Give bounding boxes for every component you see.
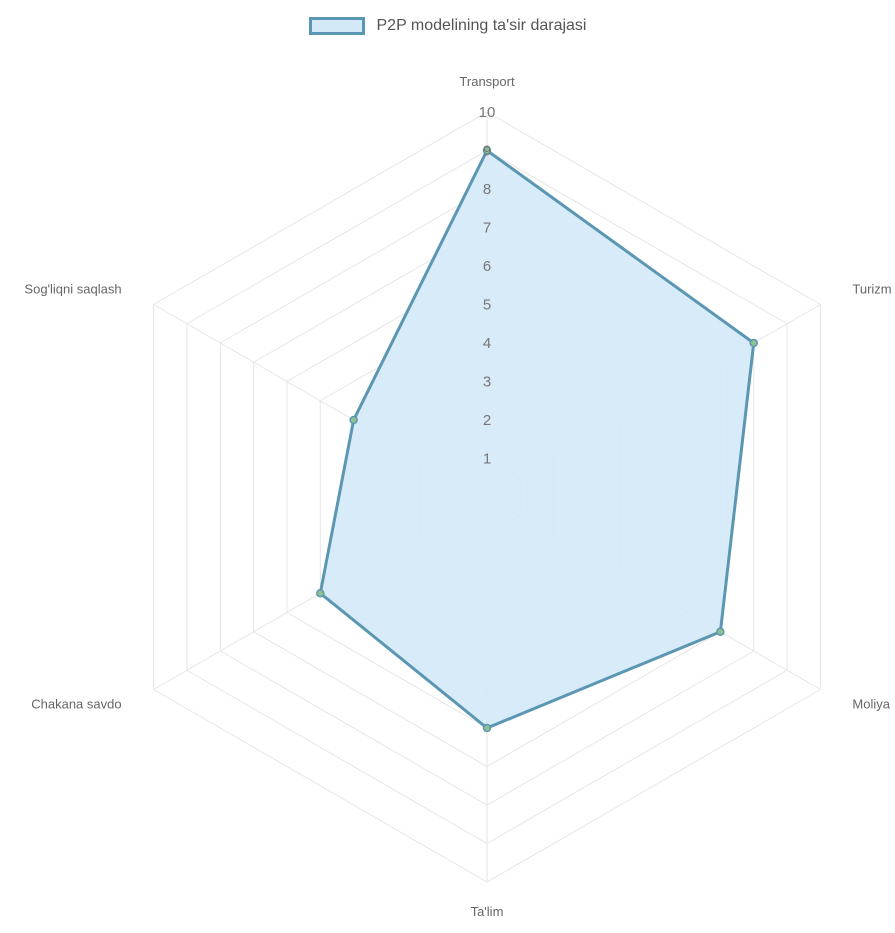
tick-label: 2 (483, 412, 491, 429)
axis-label: Transport (459, 74, 515, 89)
legend[interactable]: P2P modelining ta'sir darajasi (0, 10, 895, 42)
axis-label: Ta'lim (471, 904, 504, 919)
tick-label: 3 (483, 374, 491, 391)
legend-label: P2P modelining ta'sir darajasi (376, 17, 587, 34)
series-area (318, 148, 756, 730)
axis-labels: Transport Turizm Moliya Ta'lim Chakana savdo… (24, 74, 891, 919)
axis-label: Moliya (852, 697, 890, 712)
tick-label: 6 (483, 258, 491, 275)
tick-label: 9 (483, 143, 491, 160)
tick-label: 4 (483, 335, 491, 352)
data-point[interactable] (316, 589, 325, 598)
data-point[interactable] (749, 338, 758, 348)
tick-label: 7 (483, 220, 491, 237)
data-point[interactable] (482, 146, 492, 155)
tick-label: 1 (483, 451, 491, 468)
tick-labels: 1 2 3 4 5 6 7 8 9 10 (479, 104, 496, 468)
axis-label: Chakana savdo (31, 697, 121, 712)
series-layer (316, 146, 758, 733)
axis-label: Turizm (852, 282, 891, 297)
tick-label: 5 (483, 297, 491, 314)
data-point[interactable] (482, 723, 492, 733)
tick-label: 8 (483, 181, 491, 198)
axis-label: Sog'liqni saqlash (24, 282, 121, 297)
legend-swatch (308, 17, 365, 35)
data-point[interactable] (349, 415, 358, 425)
tick-label: 10 (479, 104, 496, 121)
data-point[interactable] (716, 627, 725, 636)
